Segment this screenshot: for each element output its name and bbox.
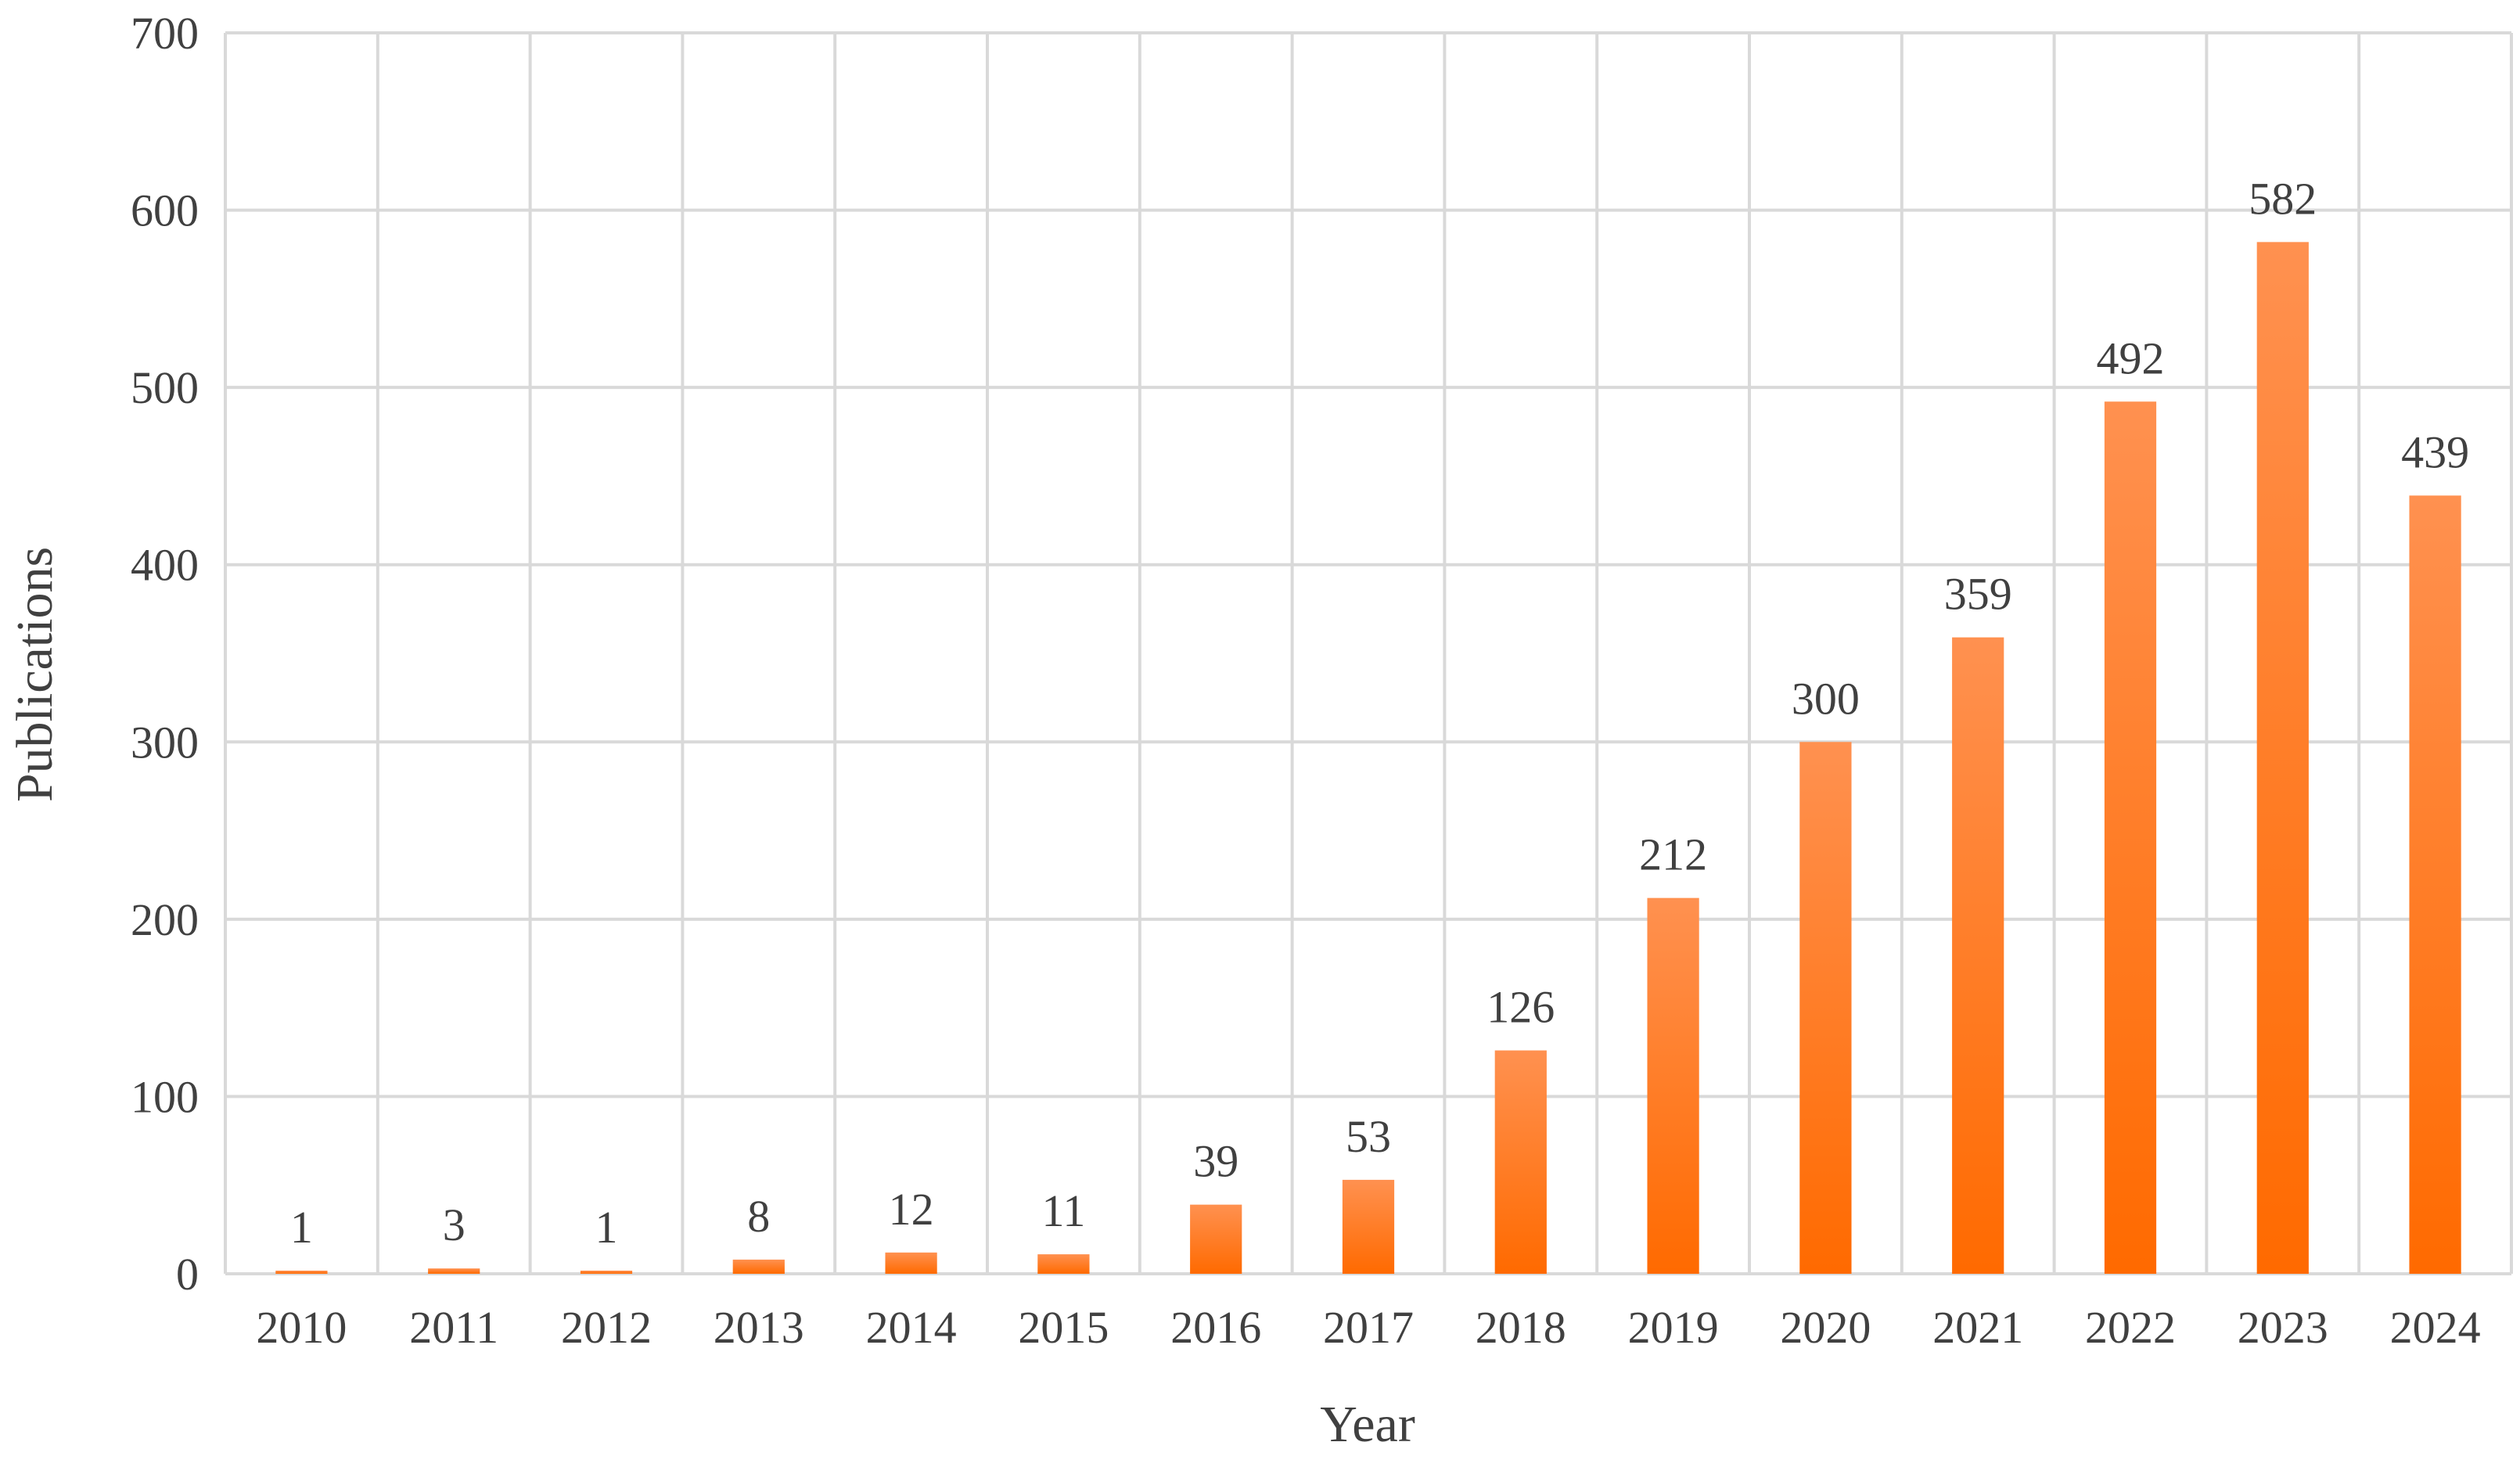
data-label-2011: 3 [443, 1199, 466, 1250]
bar-2015 [1037, 1254, 1090, 1274]
data-label-2020: 300 [1792, 673, 1860, 724]
x-tick-label: 2012 [561, 1302, 652, 1353]
x-tick-label: 2021 [1932, 1302, 2023, 1353]
bar-layer [275, 242, 2461, 1275]
x-tick-label: 2019 [1628, 1302, 1719, 1353]
y-tick-label: 600 [131, 185, 199, 236]
bar-2018 [1494, 1050, 1547, 1274]
x-axis-ticks: 2010 2011 2012 2013 2014 2015 2016 2017 2018 2019… [256, 1302, 2480, 1353]
y-axis-title: Publications [6, 547, 63, 802]
y-axis-ticks: 0 100 200 300 400 500 600 700 [131, 8, 199, 1300]
x-tick-label: 2016 [1170, 1302, 1261, 1353]
bar-2021 [1952, 637, 2004, 1274]
data-label-2013: 8 [747, 1191, 770, 1242]
x-tick-label: 2020 [1780, 1302, 1871, 1353]
bar-2017 [1342, 1179, 1395, 1274]
data-label-2021: 359 [1944, 569, 2012, 620]
data-label-2023: 582 [2249, 173, 2317, 224]
bar-2022 [2104, 401, 2157, 1274]
bar-2010 [275, 1271, 328, 1274]
bar-2013 [732, 1259, 785, 1274]
y-tick-label: 100 [131, 1071, 199, 1122]
data-label-2024: 439 [2401, 426, 2469, 477]
data-label-2018: 126 [1486, 982, 1555, 1033]
x-tick-label: 2023 [2238, 1302, 2328, 1353]
bar-2012 [580, 1271, 633, 1274]
x-tick-label: 2014 [866, 1302, 957, 1353]
x-tick-label: 2010 [256, 1302, 347, 1353]
data-label-2010: 1 [290, 1202, 313, 1253]
y-tick-label: 300 [131, 717, 199, 768]
x-tick-label: 2017 [1323, 1302, 1414, 1353]
x-tick-label: 2022 [2085, 1302, 2176, 1353]
x-tick-label: 2018 [1476, 1302, 1566, 1353]
x-tick-label: 2015 [1018, 1302, 1109, 1353]
x-tick-label: 2013 [714, 1302, 804, 1353]
bar-2019 [1647, 897, 1699, 1274]
bar-2020 [1799, 742, 1852, 1274]
data-label-2015: 11 [1041, 1185, 1085, 1236]
bar-2024 [2409, 495, 2461, 1274]
y-tick-label: 500 [131, 362, 199, 413]
data-label-2014: 12 [889, 1184, 934, 1235]
grid-layer [224, 31, 2513, 1275]
data-label-layer: 1 3 1 8 12 11 39 53 126 212 300 359 492 582 439 [290, 173, 2469, 1253]
bar-2011 [428, 1268, 480, 1274]
data-label-2022: 492 [2097, 333, 2165, 383]
x-tick-label: 2011 [409, 1302, 498, 1353]
bar-2014 [885, 1252, 937, 1274]
y-tick-label: 0 [176, 1249, 199, 1300]
bar-2016 [1190, 1204, 1242, 1274]
bar-2023 [2256, 242, 2309, 1275]
data-label-2019: 212 [1639, 829, 1707, 880]
y-tick-label: 200 [131, 894, 199, 945]
x-axis-title: Year [1320, 1396, 1415, 1453]
data-label-2017: 53 [1346, 1111, 1391, 1162]
y-tick-label: 700 [131, 8, 199, 59]
data-label-2016: 39 [1193, 1136, 1238, 1187]
data-label-2012: 1 [595, 1202, 618, 1253]
y-tick-label: 400 [131, 540, 199, 591]
x-tick-label: 2024 [2390, 1302, 2481, 1353]
